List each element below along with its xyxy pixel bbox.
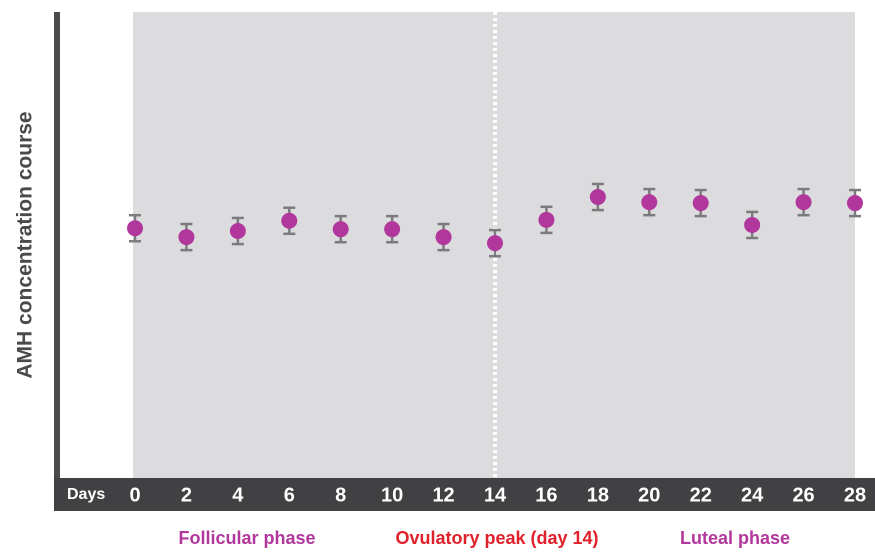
data-point (692, 195, 709, 212)
x-tick-label: 0 (129, 484, 140, 506)
y-axis-label: AMH concentration course (14, 111, 37, 378)
x-tick-label: 24 (741, 484, 764, 506)
x-tick-label: 14 (484, 484, 507, 506)
x-axis-label: Days (67, 486, 105, 503)
phase-label: Ovulatory peak (day 14) (395, 528, 598, 548)
data-point (847, 195, 863, 212)
data-point (487, 235, 503, 252)
x-tick-label: 8 (335, 484, 346, 506)
data-point (127, 220, 143, 237)
x-tick-label: 22 (690, 484, 712, 506)
data-point (332, 221, 349, 238)
x-tick-label: 4 (232, 484, 244, 506)
phase-label: Luteal phase (680, 528, 790, 548)
phase-label: Follicular phase (178, 528, 315, 548)
x-tick-label: 18 (587, 484, 609, 506)
data-point (744, 216, 761, 233)
x-tick-label: 16 (535, 484, 557, 506)
x-tick-label: 26 (792, 484, 814, 506)
x-tick-label: 10 (381, 484, 403, 506)
x-tick-label: 20 (638, 484, 660, 506)
data-point (589, 189, 606, 206)
x-tick-label: 6 (284, 484, 295, 506)
data-point (229, 223, 246, 240)
y-axis (54, 12, 60, 480)
data-point (795, 194, 812, 211)
data-point (178, 229, 195, 246)
data-point (435, 229, 452, 246)
x-tick-label: 2 (181, 484, 192, 506)
data-point (641, 194, 658, 211)
data-point (281, 212, 298, 229)
x-axis-bar (54, 478, 875, 511)
x-tick-label: 28 (844, 484, 866, 506)
data-point (538, 211, 555, 228)
data-point (384, 221, 401, 238)
x-tick-label: 12 (432, 484, 454, 506)
